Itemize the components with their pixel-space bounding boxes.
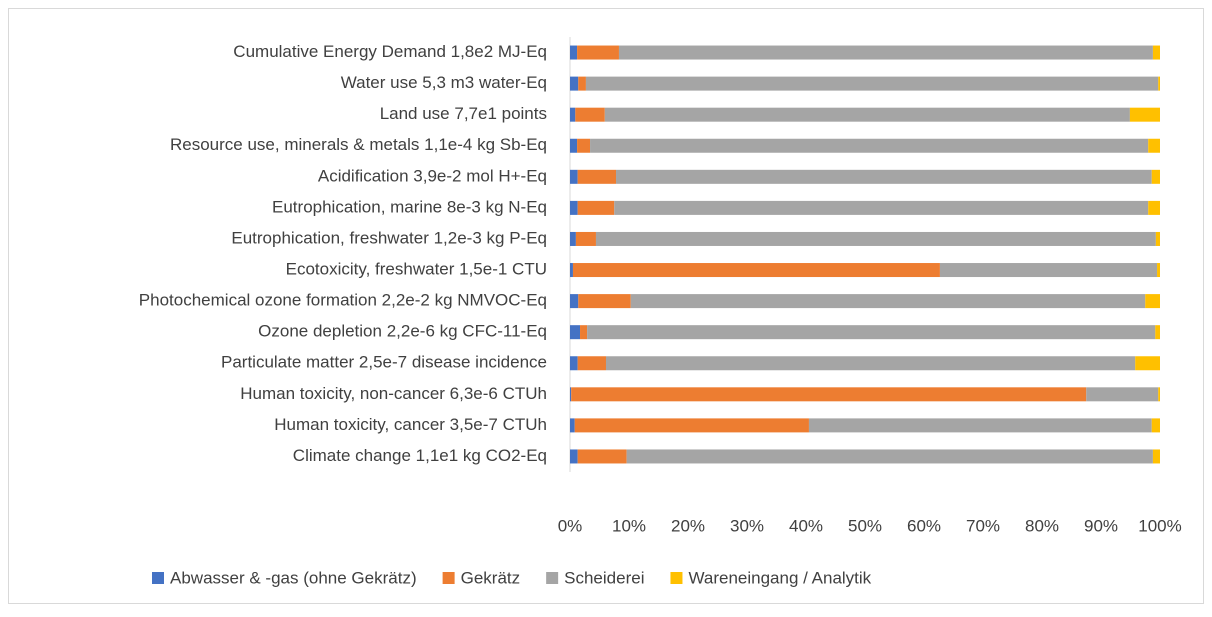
bar-segment — [1148, 200, 1160, 215]
bar-segment — [575, 107, 605, 122]
y-tick-label: Eutrophication, marine 8e-3 kg N-Eq — [272, 197, 547, 216]
x-tick-label: 30% — [730, 516, 764, 535]
x-tick-label: 20% — [671, 516, 705, 535]
legend-label: Gekrätz — [461, 568, 521, 587]
y-tick-label: Land use 7,7e1 points — [380, 104, 547, 123]
bar-segment — [1158, 387, 1160, 402]
y-tick-label: Climate change 1,1e1 kg CO2-Eq — [293, 446, 547, 465]
x-tick-label: 0% — [558, 516, 583, 535]
x-tick-label: 90% — [1084, 516, 1118, 535]
bar-segment — [1152, 45, 1160, 60]
bar-segment — [578, 294, 631, 309]
x-tick-label: 100% — [1138, 516, 1181, 535]
bar-segment — [570, 263, 573, 278]
bar-segment — [1129, 107, 1160, 122]
bar-segment — [574, 418, 809, 433]
y-tick-label: Resource use, minerals & metals 1,1e-4 k… — [170, 135, 547, 154]
bar-segment — [614, 200, 1149, 215]
y-tick-label: Ecotoxicity, freshwater 1,5e-1 CTU — [286, 260, 547, 279]
bar-segment — [587, 325, 1156, 340]
bar-segment — [590, 138, 1149, 153]
x-tick-label: 10% — [612, 516, 646, 535]
bar-segment — [570, 294, 579, 309]
bar-segment — [939, 263, 1158, 278]
x-tick-label: 40% — [789, 516, 823, 535]
bar-segment — [595, 231, 1156, 246]
bar-segment — [1151, 418, 1160, 433]
bar-segment — [570, 231, 576, 246]
bar-segment — [1152, 449, 1160, 464]
bar-segment — [1086, 387, 1159, 402]
bar-segment — [577, 356, 606, 371]
bar-segment — [570, 45, 578, 60]
bar-segment — [570, 76, 579, 91]
legend-swatch — [670, 572, 683, 584]
bar-segment — [585, 76, 1159, 91]
y-tick-label: Human toxicity, cancer 3,5e-7 CTUh — [274, 415, 547, 434]
y-tick-label: Cumulative Energy Demand 1,8e2 MJ-Eq — [233, 42, 547, 61]
y-tick-label: Ozone depletion 2,2e-6 kg CFC-11-Eq — [258, 322, 547, 341]
bar-segment — [605, 356, 1136, 371]
bar-segment — [572, 263, 940, 278]
bar-segment — [626, 449, 1153, 464]
legend-swatch — [546, 572, 559, 584]
bar-segment — [570, 387, 572, 402]
bar-segment — [1158, 76, 1160, 91]
bar-segment — [570, 169, 578, 184]
bar-segment — [1145, 294, 1160, 309]
x-tick-label: 70% — [966, 516, 1000, 535]
y-tick-label: Water use 5,3 m3 water-Eq — [341, 73, 547, 92]
x-tick-label: 80% — [1025, 516, 1059, 535]
y-tick-label: Photochemical ozone formation 2,2e-2 kg … — [139, 291, 547, 310]
bar-segment — [1135, 356, 1160, 371]
bar-segment — [1155, 231, 1160, 246]
legend-label: Scheiderei — [564, 568, 644, 587]
bar-segment — [618, 45, 1153, 60]
bar-segment — [570, 449, 578, 464]
bar-segment — [580, 325, 588, 340]
legend-label: Wareneingang / Analytik — [688, 568, 871, 587]
bar-segment — [570, 107, 576, 122]
bar-segment — [571, 387, 1087, 402]
legend-swatch — [152, 572, 164, 584]
bar-segment — [578, 76, 586, 91]
y-tick-label: Human toxicity, non-cancer 6,3e-6 CTUh — [240, 384, 547, 403]
y-tick-label: Eutrophication, freshwater 1,2e-3 kg P-E… — [231, 228, 547, 247]
y-tick-label: Acidification 3,9e-2 mol H+-Eq — [318, 166, 547, 185]
bar-segment — [577, 169, 617, 184]
bar-segment — [616, 169, 1152, 184]
bar-segment — [577, 200, 615, 215]
bar-segment — [570, 418, 575, 433]
y-tick-label: Particulate matter 2,5e-7 disease incide… — [221, 353, 547, 372]
bar-segment — [1148, 138, 1160, 153]
bar-segment — [1155, 325, 1160, 340]
bar-segment — [570, 138, 578, 153]
bar-segment — [808, 418, 1152, 433]
x-tick-label: 60% — [907, 516, 941, 535]
bar-segment — [570, 200, 578, 215]
bar-segment — [570, 325, 581, 340]
bar-segment — [1157, 263, 1160, 278]
legend-swatch — [442, 572, 455, 584]
bar-segment — [575, 231, 596, 246]
bar-segment — [604, 107, 1130, 122]
bar-segment — [577, 45, 619, 60]
bar-segment — [630, 294, 1146, 309]
bar-segment — [577, 449, 627, 464]
legend-label: Abwasser & -gas (ohne Gekrätz) — [170, 568, 417, 587]
bar-segment — [577, 138, 591, 153]
bar-segment — [570, 356, 578, 371]
bar-segment — [1151, 169, 1160, 184]
x-tick-label: 50% — [848, 516, 882, 535]
